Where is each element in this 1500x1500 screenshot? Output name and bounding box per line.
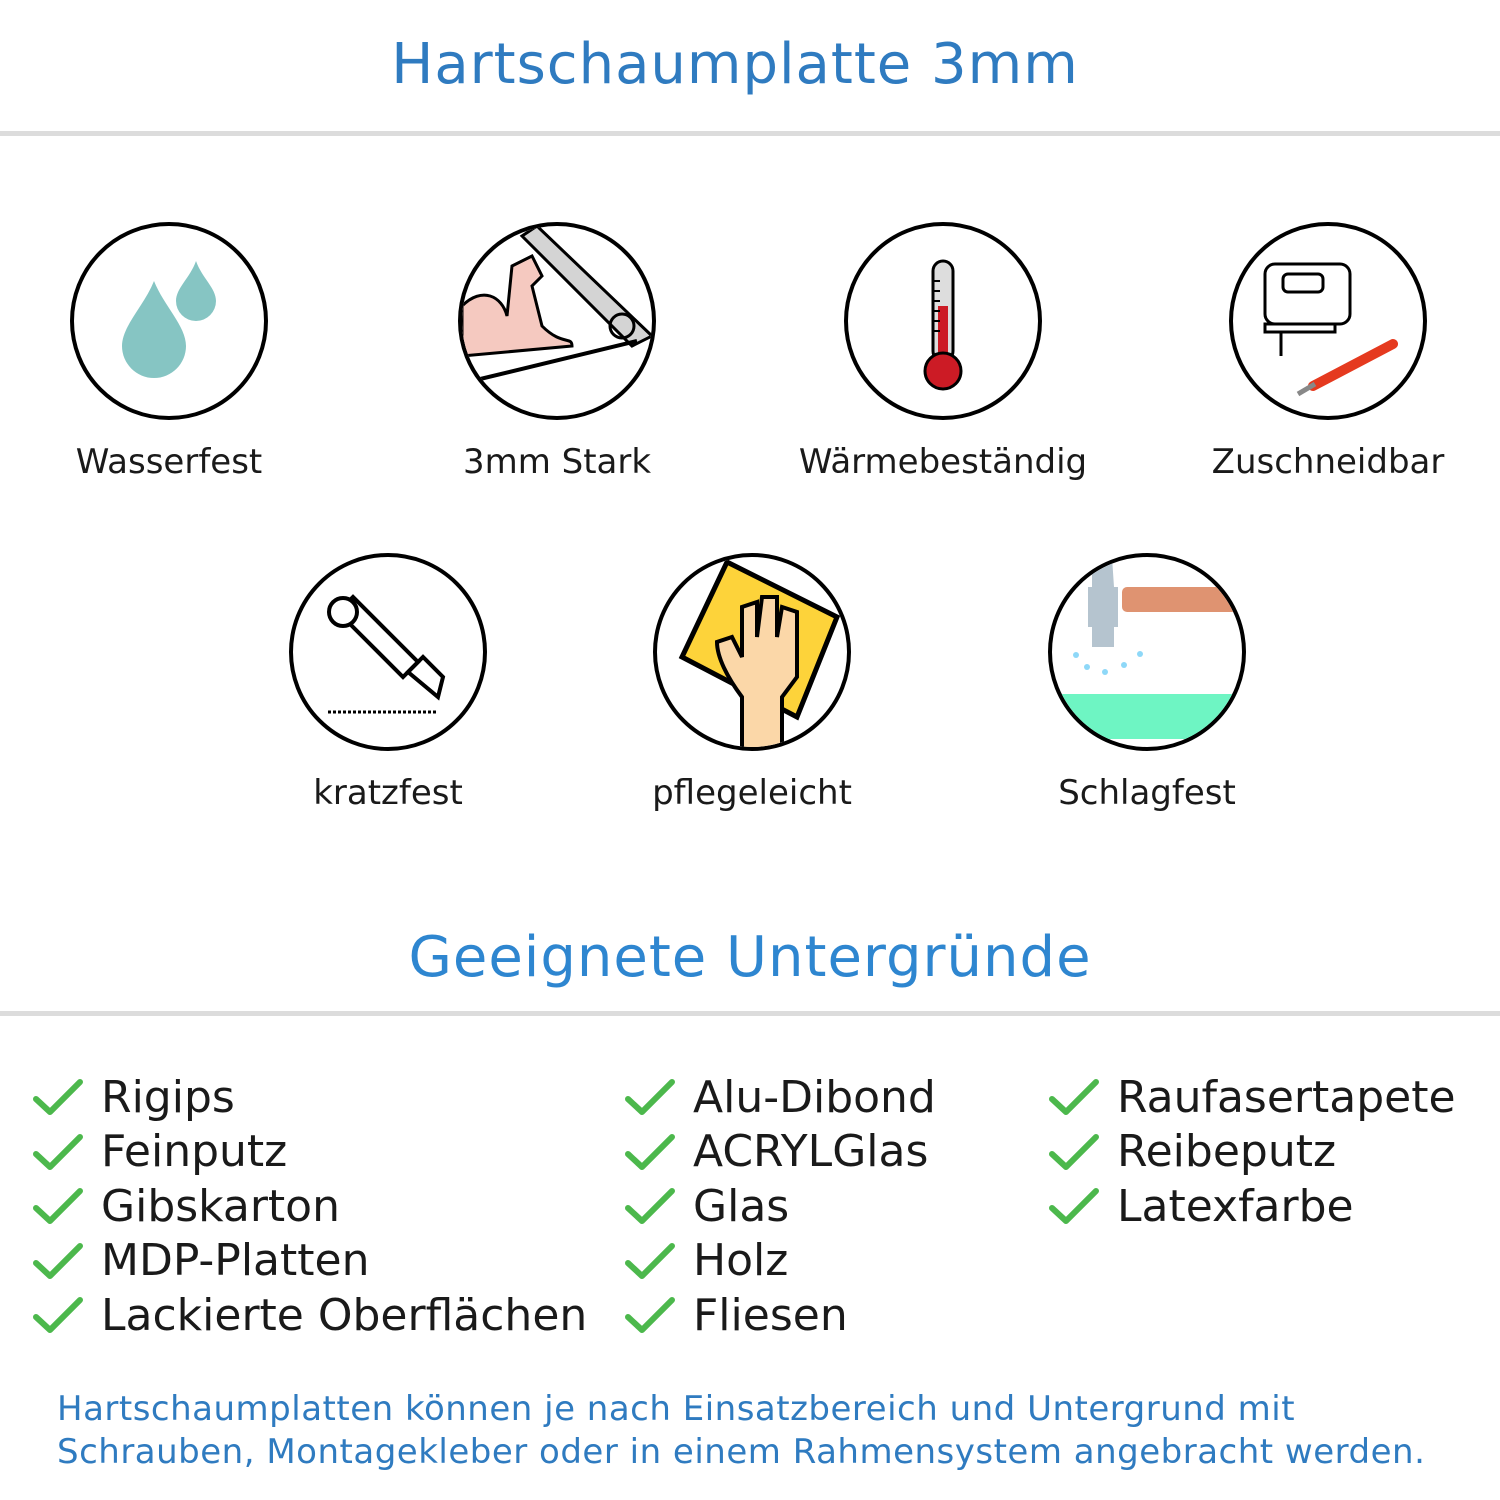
hammer-icon [1048, 553, 1246, 751]
surface-item: Gibskarton [33, 1179, 587, 1234]
feature-waermebestaendig: Wärmebeständig [783, 222, 1103, 482]
surface-label: Latexfarbe [1117, 1180, 1354, 1232]
feature-label: Wasserfest [75, 442, 263, 482]
divider [0, 131, 1500, 136]
surface-label: Lackierte Oberflächen [101, 1289, 588, 1341]
surfaces-column-3: Raufasertapete Reibeputz Latexfarbe [1049, 1070, 1456, 1234]
surfaces-column-1: Rigips Feinputz Gibskarton MDP-Platten Lacki… [33, 1070, 587, 1343]
surface-label: ACRYLGlas [693, 1126, 929, 1178]
surface-item: Feinputz [33, 1125, 587, 1180]
check-icon [33, 1079, 83, 1116]
feature-pflegeleicht: pflegeleicht [592, 553, 912, 813]
thermometer-icon [844, 222, 1042, 420]
surface-label: Rigips [101, 1071, 235, 1123]
surface-item: Holz [625, 1234, 936, 1289]
surface-item: MDP-Platten [33, 1234, 587, 1289]
divider [0, 1011, 1500, 1016]
surface-label: Reibeputz [1117, 1126, 1337, 1178]
surface-label: Glas [693, 1180, 790, 1232]
surface-label: Fliesen [693, 1289, 848, 1341]
check-icon [625, 1297, 675, 1334]
feature-kratzfest: kratzfest [228, 553, 548, 813]
feature-label: 3mm Stark [462, 442, 652, 482]
check-icon [33, 1297, 83, 1334]
check-icon [625, 1242, 675, 1279]
footer-line: Schrauben, Montagekleber oder in einem R… [57, 1432, 1426, 1472]
surface-item: Reibeputz [1049, 1125, 1456, 1180]
check-icon [33, 1133, 83, 1170]
check-icon [33, 1242, 83, 1279]
check-icon [625, 1188, 675, 1225]
footer-line: Hartschaumplatten können je nach Einsatz… [57, 1389, 1296, 1429]
feature-label: Schlagfest [1058, 773, 1236, 813]
jigsaw-knife-icon [1229, 222, 1427, 420]
surface-item: Fliesen [625, 1288, 936, 1343]
surface-item: Glas [625, 1179, 936, 1234]
water-drops-icon [70, 222, 268, 420]
hand-sponge-icon [653, 553, 851, 751]
feature-zuschneidbar: Zuschneidbar [1168, 222, 1488, 482]
check-icon [33, 1188, 83, 1225]
check-icon [625, 1133, 675, 1170]
check-icon [1049, 1188, 1099, 1225]
feature-label: Zuschneidbar [1211, 442, 1445, 482]
surface-label: Raufasertapete [1117, 1071, 1456, 1123]
feature-label: pflegeleicht [652, 773, 852, 813]
check-icon [1049, 1079, 1099, 1116]
surface-item: ACRYLGlas [625, 1125, 936, 1180]
surface-label: Feinputz [101, 1126, 288, 1178]
surface-item: Lackierte Oberflächen [33, 1288, 587, 1343]
surface-label: Gibskarton [101, 1180, 340, 1232]
surface-label: MDP-Platten [101, 1235, 370, 1287]
check-icon [625, 1079, 675, 1116]
surfaces-column-2: Alu-Dibond ACRYLGlas Glas Holz Fliesen [625, 1070, 936, 1343]
surface-label: Holz [693, 1235, 789, 1287]
feature-schlagfest: Schlagfest [987, 553, 1307, 813]
surface-item: Latexfarbe [1049, 1179, 1456, 1234]
footer-note: Hartschaumplatten können je nach Einsatz… [57, 1388, 1425, 1474]
cutter-knife-icon [289, 553, 487, 751]
page-title: Hartschaumplatte 3mm [391, 32, 1079, 97]
strong-arm-icon [458, 222, 656, 420]
surface-item: Rigips [33, 1070, 587, 1125]
feature-3mm-stark: 3mm Stark [397, 222, 717, 482]
surface-item: Alu-Dibond [625, 1070, 936, 1125]
check-icon [1049, 1133, 1099, 1170]
feature-label: kratzfest [313, 773, 463, 813]
feature-label: Wärmebeständig [798, 442, 1088, 482]
surface-item: Raufasertapete [1049, 1070, 1456, 1125]
section-heading: Geeignete Untergründe [408, 925, 1092, 990]
feature-wasserfest: Wasserfest [9, 222, 329, 482]
surface-label: Alu-Dibond [693, 1071, 936, 1123]
